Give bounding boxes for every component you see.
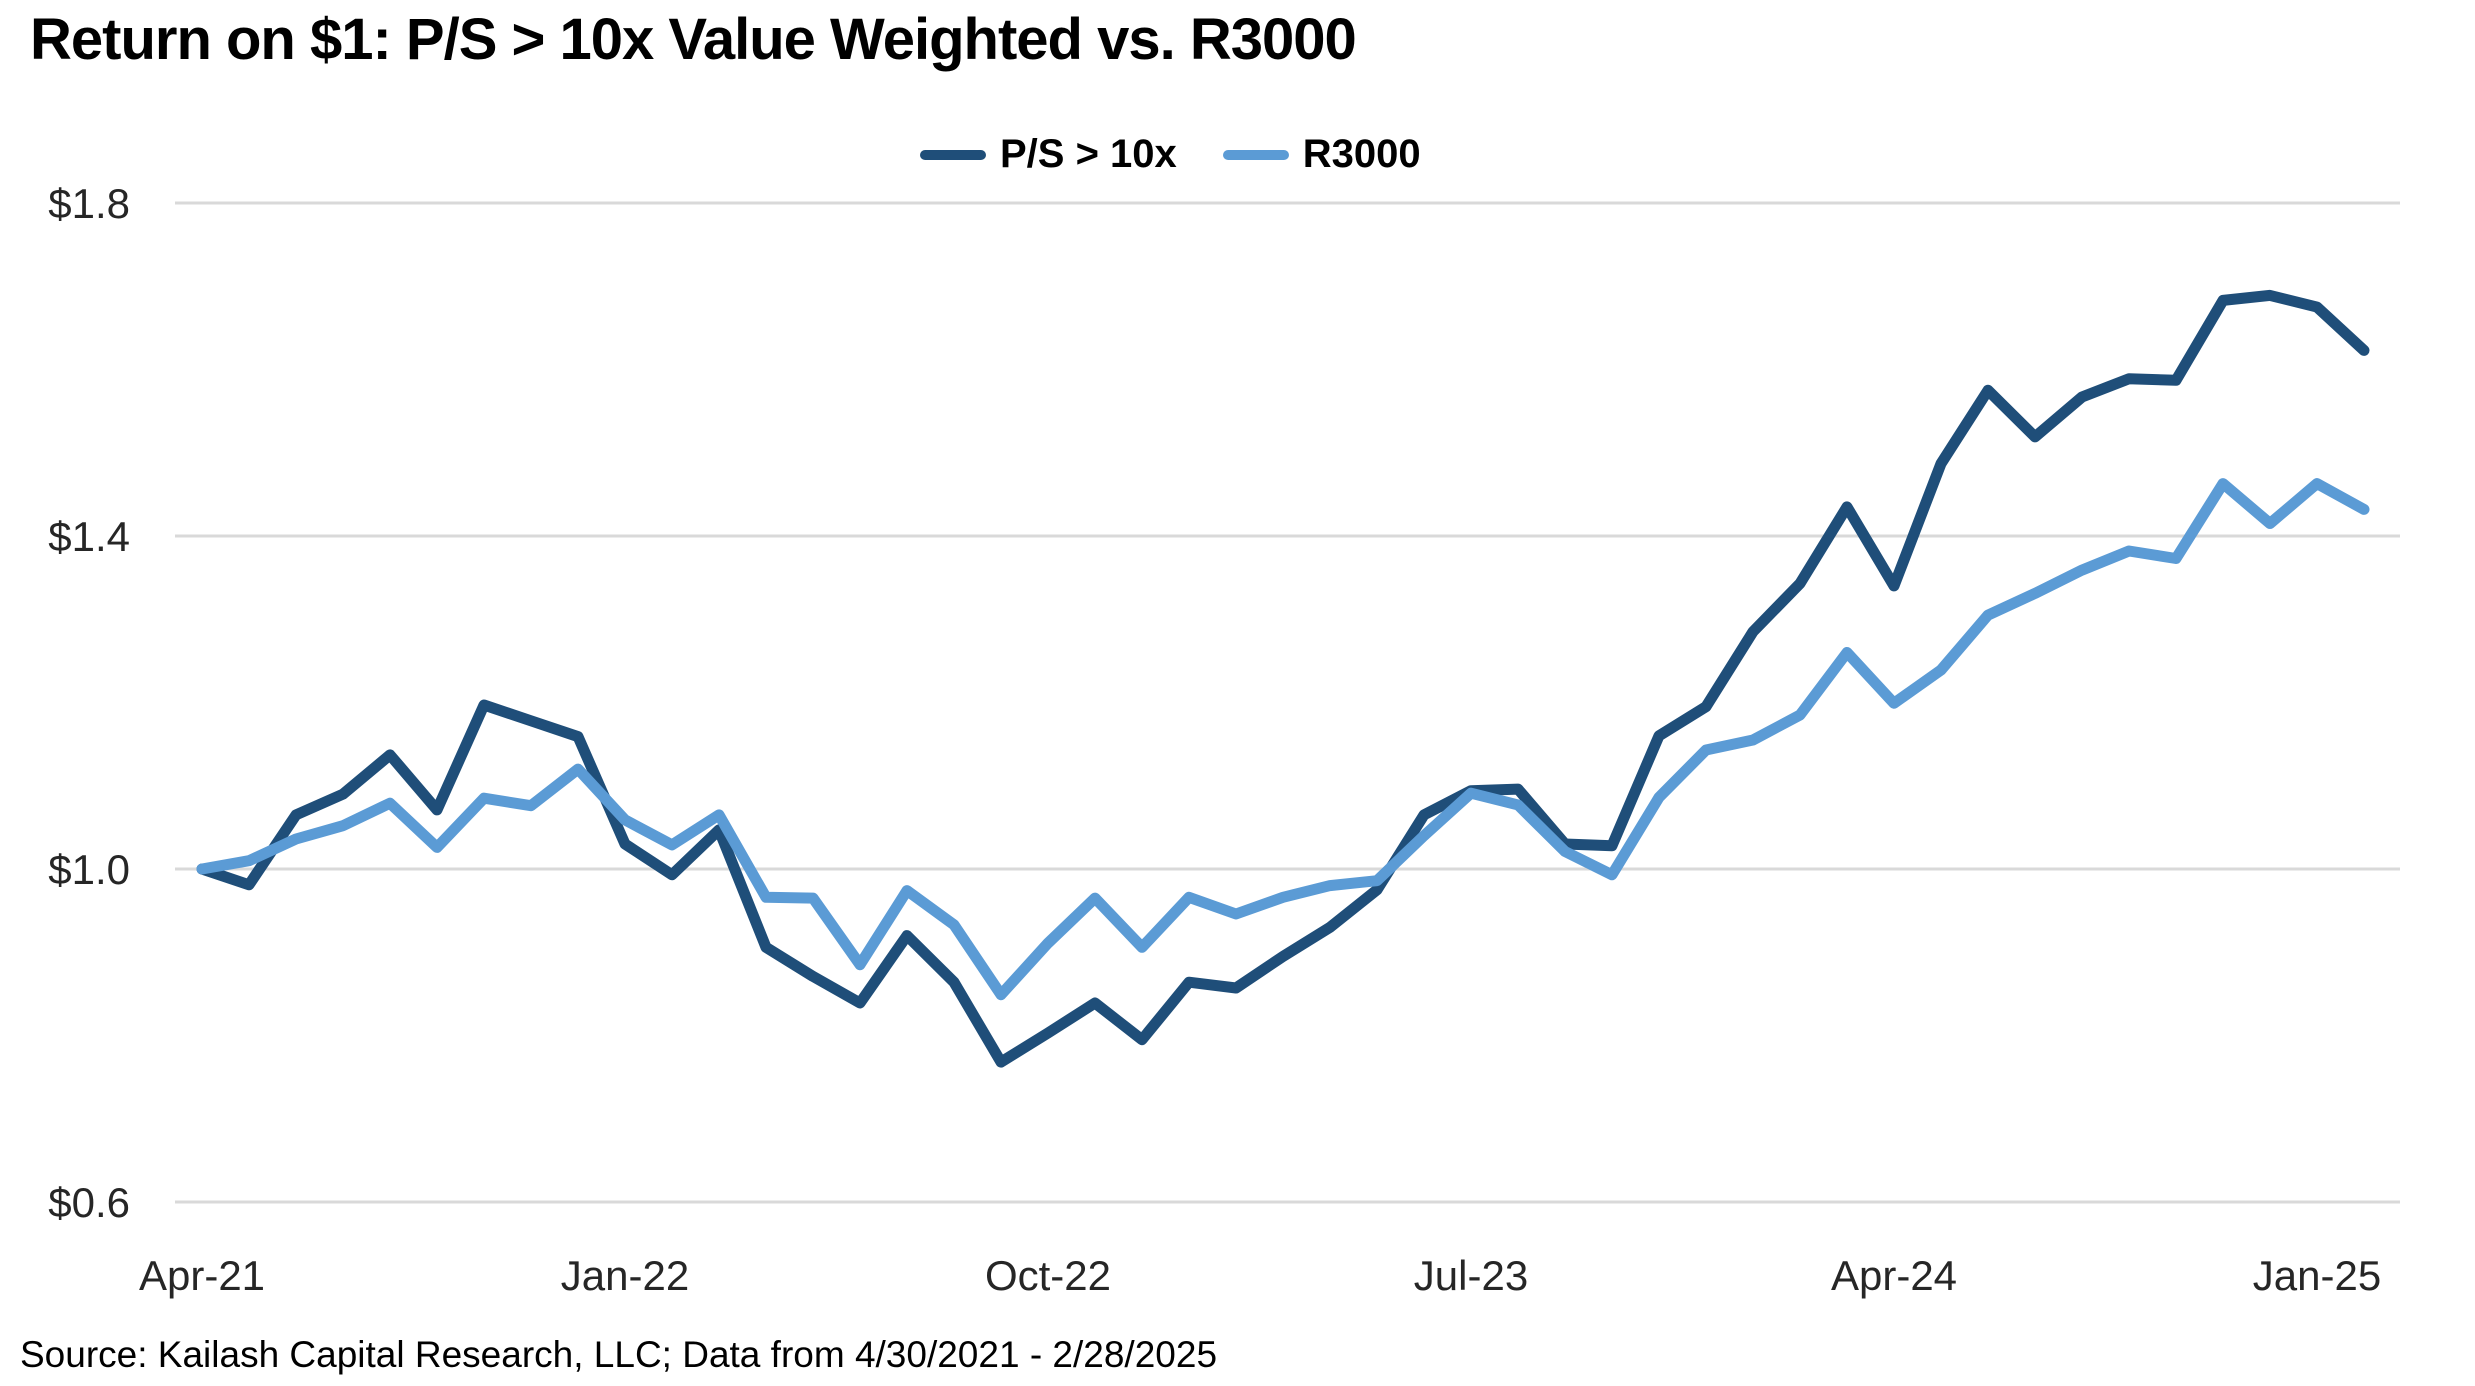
x-tick-label: Oct-22 (985, 1252, 1111, 1299)
legend: P/S > 10x R3000 (920, 132, 1421, 177)
y-tick-label: $0.6 (48, 1179, 130, 1226)
legend-item-ps10x: P/S > 10x (920, 132, 1177, 177)
source-note: Source: Kailash Capital Research, LLC; D… (20, 1334, 1218, 1375)
legend-label-ps10x: P/S > 10x (1000, 132, 1177, 176)
x-tick-label: Apr-24 (1831, 1252, 1957, 1299)
x-tick-label: Jan-25 (2253, 1252, 2381, 1299)
series-line-r3000 (196, 478, 2370, 1001)
chart-title: Return on $1: P/S > 10x Value Weighted v… (30, 7, 1357, 72)
y-tick-label: $1.8 (48, 180, 130, 227)
y-tick-label: $1.0 (48, 846, 130, 893)
gridline-layer (175, 201, 2400, 1204)
legend-item-r3000: R3000 (1222, 132, 1421, 177)
ps10x-line-swatch-icon (920, 149, 986, 160)
series-layer (196, 289, 2370, 1068)
x-tick-label: Jan-22 (561, 1252, 689, 1299)
r3000-line-swatch-icon (1222, 149, 1289, 160)
x-tick-label: Jul-23 (1414, 1252, 1528, 1299)
x-tick-label: Apr-21 (139, 1252, 265, 1299)
series-line-ps10x (196, 289, 2370, 1068)
y-tick-label: $1.4 (48, 513, 130, 560)
legend-label-r3000: R3000 (1302, 132, 1421, 176)
